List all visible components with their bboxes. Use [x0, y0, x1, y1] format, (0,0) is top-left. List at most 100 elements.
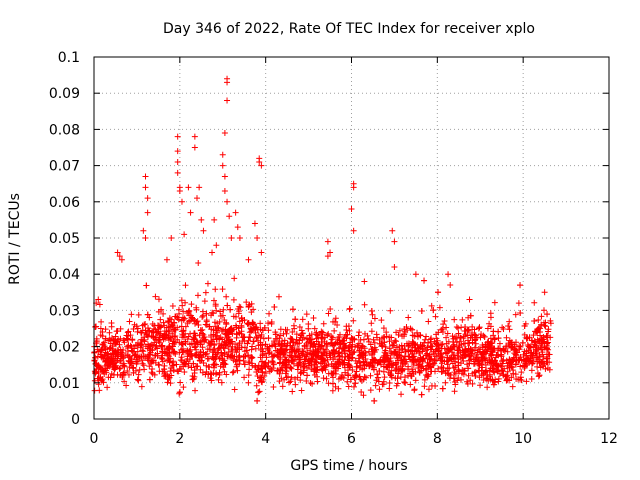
- data-point: [325, 330, 332, 337]
- data-point: [443, 324, 450, 331]
- data-point: [506, 318, 513, 325]
- data-point: [149, 357, 156, 364]
- data-point: [135, 311, 142, 318]
- data-point: [508, 374, 515, 381]
- data-point: [187, 346, 194, 353]
- data-point: [180, 327, 187, 334]
- data-point: [498, 363, 505, 370]
- data-point: [161, 368, 168, 375]
- data-point: [491, 299, 498, 306]
- data-point: [423, 333, 430, 340]
- data-point: [312, 343, 319, 350]
- data-point: [254, 372, 261, 379]
- data-point: [465, 372, 472, 379]
- data-point: [462, 328, 469, 335]
- data-point: [108, 323, 115, 330]
- data-point: [179, 302, 186, 309]
- data-point: [527, 344, 534, 351]
- data-point: [508, 359, 515, 366]
- data-point: [188, 317, 195, 324]
- data-point: [179, 314, 186, 321]
- data-point: [391, 238, 398, 245]
- data-point: [211, 216, 218, 223]
- data-point: [388, 367, 395, 374]
- data-point: [378, 317, 385, 324]
- data-point: [181, 360, 188, 367]
- data-point: [257, 320, 264, 327]
- data-point: [270, 359, 277, 366]
- data-point: [360, 358, 367, 365]
- data-point: [176, 366, 183, 373]
- data-point: [386, 364, 393, 371]
- data-point: [389, 227, 396, 234]
- data-point: [446, 375, 453, 382]
- data-point: [204, 355, 211, 362]
- data-point: [402, 346, 409, 353]
- data-point: [159, 342, 166, 349]
- data-point: [513, 339, 520, 346]
- data-point: [387, 307, 394, 314]
- data-point: [250, 321, 257, 328]
- data-point: [311, 325, 318, 332]
- data-point: [176, 390, 183, 397]
- data-point: [528, 367, 535, 374]
- data-point: [387, 358, 394, 364]
- data-point: [221, 173, 228, 180]
- data-point: [160, 319, 167, 326]
- data-point: [409, 326, 416, 333]
- data-point: [258, 358, 265, 365]
- data-point: [410, 359, 417, 366]
- data-point: [272, 347, 279, 354]
- data-point: [365, 335, 372, 342]
- data-point: [454, 347, 461, 354]
- data-point: [126, 318, 133, 325]
- data-point: [155, 296, 162, 303]
- data-point: [235, 354, 242, 361]
- data-point: [368, 328, 375, 335]
- data-point: [362, 349, 369, 356]
- data-point: [292, 316, 299, 323]
- data-point: [225, 348, 232, 355]
- data-point: [283, 374, 290, 381]
- data-point: [371, 397, 378, 404]
- data-point: [95, 381, 102, 388]
- data-point: [111, 338, 118, 345]
- data-point: [259, 352, 266, 359]
- data-point: [346, 305, 353, 312]
- data-point: [198, 216, 205, 223]
- data-point: [504, 368, 511, 375]
- data-point: [244, 320, 251, 327]
- data-point: [518, 369, 525, 376]
- data-point: [146, 363, 153, 370]
- data-point: [245, 256, 252, 263]
- data-point: [205, 363, 212, 370]
- data-point: [288, 365, 295, 372]
- data-point: [303, 311, 310, 318]
- data-point: [262, 369, 269, 376]
- data-point: [245, 352, 252, 359]
- data-point: [541, 289, 548, 296]
- data-point: [410, 353, 417, 360]
- data-point: [433, 357, 440, 364]
- data-point: [499, 324, 506, 331]
- data-point: [236, 330, 243, 337]
- data-point: [443, 350, 450, 357]
- data-point: [425, 386, 432, 393]
- data-point: [134, 348, 141, 355]
- data-point: [437, 355, 444, 362]
- data-point: [249, 354, 256, 361]
- data-point: [142, 235, 149, 241]
- data-point: [543, 355, 550, 362]
- data-point: [422, 365, 429, 372]
- data-point: [202, 289, 209, 296]
- data-point: [306, 360, 313, 367]
- data-point: [391, 263, 398, 270]
- data-point: [447, 282, 454, 289]
- data-point: [512, 311, 519, 318]
- data-point: [221, 345, 228, 352]
- data-point: [401, 374, 408, 381]
- data-point: [144, 355, 151, 362]
- data-point: [303, 378, 310, 385]
- data-point: [203, 317, 210, 324]
- data-point: [99, 341, 106, 348]
